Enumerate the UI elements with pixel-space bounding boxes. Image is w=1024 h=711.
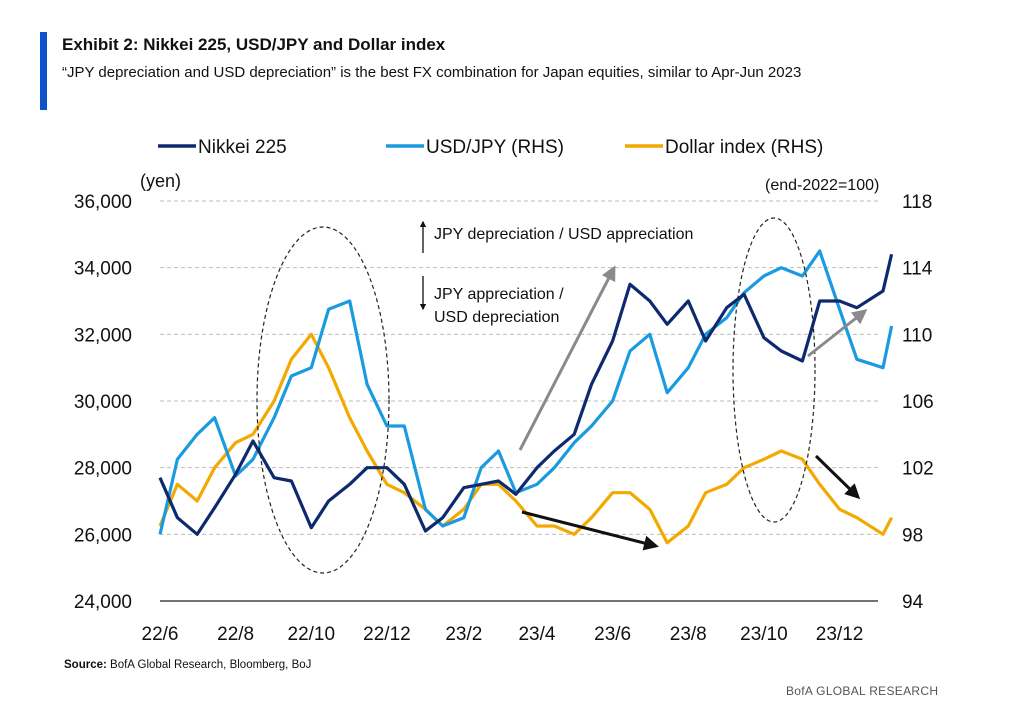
brand-footer: BofA GLOBAL RESEARCH [786,684,939,698]
source-text: BofA Global Research, Bloomberg, BoJ [110,659,312,671]
y-left-tick-label: 36,000 [74,192,132,213]
y-left-tick-label: 26,000 [74,525,132,546]
y-left-tick-label: 28,000 [74,459,132,480]
x-tick-label: 22/6 [142,624,179,645]
x-tick-label: 23/2 [445,624,482,645]
exhibit-subtitle: “JPY depreciation and USD depreciation” … [62,64,802,81]
x-tick-label: 23/12 [816,624,864,645]
source-label: Source: [64,659,107,671]
legend-label: Dollar index (RHS) [665,137,823,158]
y-left-tick-label: 32,000 [74,325,132,346]
x-tick-label: 23/8 [670,624,707,645]
x-tick-label: 23/6 [594,624,631,645]
y-right-tick-label: 98 [902,525,923,546]
x-tick-label: 22/8 [217,624,254,645]
legend-label: USD/JPY (RHS) [426,137,564,158]
y-left-tick-label: 24,000 [74,592,132,613]
x-tick-label: 22/12 [363,624,411,645]
header-accent-bar [40,32,47,110]
legend-label: Nikkei 225 [198,137,287,158]
y-right-axis-label: (end-2022=100) [765,177,879,194]
y-left-tick-label: 34,000 [74,259,132,280]
trend-arrow [814,454,861,500]
trend-arrow [518,265,616,451]
series-line [158,253,894,536]
series-line [158,249,894,535]
x-tick-label: 22/10 [288,624,336,645]
annotation-down-text-2: USD depreciation [434,309,559,326]
trend-arrow [521,510,659,551]
annotation-down-text-1: JPY appreciation / [434,286,564,303]
y-left-tick-label: 30,000 [74,392,132,413]
x-tick-label: 23/4 [518,624,555,645]
y-right-tick-label: 110 [902,325,932,346]
highlight-ellipse [732,217,816,523]
y-right-tick-label: 106 [902,392,934,413]
annotation-up-text: JPY depreciation / USD appreciation [434,226,693,243]
exhibit-title: Exhibit 2: Nikkei 225, USD/JPY and Dolla… [62,35,446,54]
y-right-tick-label: 94 [902,592,924,613]
y-right-tick-label: 118 [902,192,932,213]
y-right-tick-label: 114 [902,259,933,280]
highlight-ellipse [256,226,390,574]
x-tick-label: 23/10 [740,624,788,645]
y-left-axis-label: (yen) [140,171,181,191]
y-right-tick-label: 102 [902,459,934,480]
trend-arrow [807,309,868,358]
source-note: Source: BofA Global Research, Bloomberg,… [64,659,311,671]
